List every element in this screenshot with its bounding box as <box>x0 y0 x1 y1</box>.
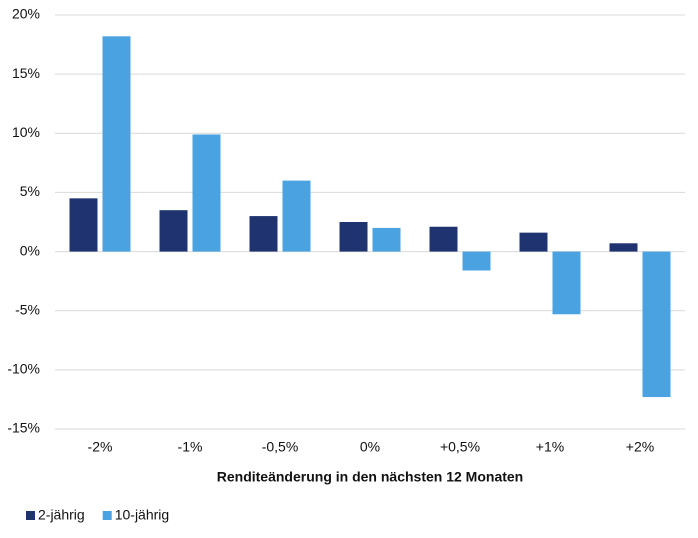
y-tick-label: 0% <box>20 242 40 258</box>
bar <box>429 226 458 252</box>
bar <box>159 210 188 252</box>
y-tick-label: -10% <box>7 361 40 377</box>
bar <box>642 251 671 398</box>
bar <box>69 198 98 252</box>
y-tick-label: 5% <box>20 183 40 199</box>
x-tick-label: +0,5% <box>440 439 480 455</box>
x-tick-label: +1% <box>536 439 564 455</box>
y-tick-label: -15% <box>7 420 40 436</box>
legend-label: 10-jährig <box>115 507 169 523</box>
bar <box>102 36 131 252</box>
x-axis-label: Renditeänderung in den nächsten 12 Monat… <box>217 469 523 485</box>
bar <box>609 243 638 252</box>
legend-label: 2-jährig <box>38 507 85 523</box>
y-tick-label: 10% <box>12 124 40 140</box>
bar <box>192 134 221 252</box>
y-tick-label: 20% <box>12 6 40 22</box>
x-tick-label: +2% <box>626 439 654 455</box>
bar <box>372 227 401 252</box>
bar <box>462 251 491 271</box>
bar <box>552 251 581 315</box>
x-tick-label: -0,5% <box>262 439 299 455</box>
legend-swatch <box>26 511 35 520</box>
legend-swatch <box>102 511 112 520</box>
y-tick-label: 15% <box>12 65 40 81</box>
y-tick-label: -5% <box>15 301 40 317</box>
bar <box>339 222 368 252</box>
bar <box>249 216 278 252</box>
bar <box>282 180 311 252</box>
x-tick-label: -2% <box>88 439 113 455</box>
x-tick-label: -1% <box>178 439 203 455</box>
bar <box>519 232 548 252</box>
x-tick-label: 0% <box>360 439 380 455</box>
